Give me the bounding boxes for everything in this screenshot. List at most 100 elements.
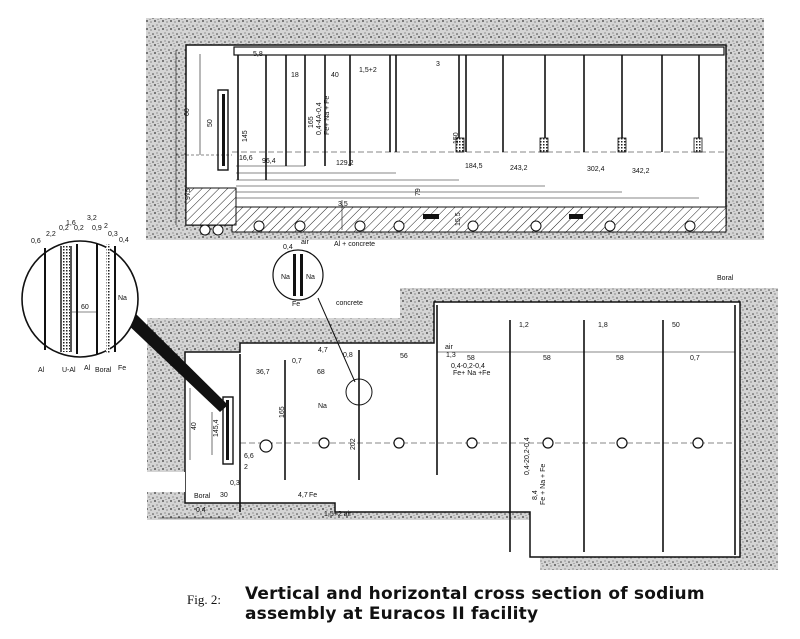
dim-label: 202 — [350, 438, 357, 450]
inset-dim: 2,2 — [46, 231, 56, 238]
detail-circle-marker — [345, 378, 373, 406]
dim-label: 40 — [331, 72, 339, 79]
dim-label: 96,4 — [262, 158, 276, 165]
figure-number: Fig. 2: — [187, 592, 221, 607]
inset-dim: 0,9 — [92, 225, 102, 232]
label: air — [445, 344, 453, 351]
inset-label: Fe — [118, 365, 126, 372]
dim-label: 6,6 — [244, 453, 254, 460]
inset-small-layers — [293, 254, 303, 296]
dim-label: 243,2 — [510, 165, 528, 172]
label: Na — [318, 403, 327, 410]
dim-label: 0,8 — [343, 352, 353, 359]
dim-label: 60 — [184, 108, 191, 116]
dim-label: 342,2 — [632, 168, 650, 175]
dim-label: 0,4-4A-0,4 — [316, 102, 323, 135]
dim-label: 145 — [242, 130, 249, 142]
label: Boral — [717, 275, 734, 282]
plates-bottom — [239, 305, 736, 555]
dim-label: 56 — [400, 353, 408, 360]
base-label: Al + concrete — [334, 241, 375, 248]
dim-label: 36,7 — [256, 369, 270, 376]
top-plate — [233, 46, 725, 56]
figure-caption: Vertical and horizontal cross section of… — [245, 584, 705, 624]
inset-dim: 0,4 — [119, 237, 129, 244]
inset-label: Boral — [95, 367, 112, 374]
dim-label: 129,2 — [336, 160, 354, 167]
dim-label: 18 — [291, 72, 299, 79]
inset-big-layers — [44, 244, 116, 354]
inset-label: Na — [118, 295, 127, 302]
dim-label: 184,5 — [465, 163, 483, 170]
dim-label: 1,8 — [598, 322, 608, 329]
dim-label: 975 — [185, 188, 192, 200]
inset-small: 0,4 air Na Na Fe — [272, 239, 356, 383]
dim-label: 3,5 — [338, 201, 348, 208]
label: Fe + Na + Fe — [540, 464, 547, 505]
cavity-bottom — [184, 301, 741, 558]
inset-small-leader — [317, 297, 356, 383]
rollers-top — [199, 220, 696, 236]
dim-label: 0,7 — [292, 358, 302, 365]
dim-label: 0,7 — [690, 355, 700, 362]
inset-small-circle — [272, 249, 324, 301]
dim-label: 58 — [467, 355, 475, 362]
dim-label: 68 — [317, 369, 325, 376]
fuel-inner-bottom — [226, 400, 229, 460]
dim-label: 50 — [672, 322, 680, 329]
inset-big: 0,6 2,2 0,2 1,6 3,2 0,2 0,9 2 0,3 0,4 60… — [21, 215, 228, 412]
dim-label: 30 — [220, 492, 228, 499]
cavity-notch — [147, 472, 185, 492]
inset-dim: 1,6 — [66, 220, 76, 227]
dim-label: 50 — [207, 119, 214, 127]
dim-label: 0,3 — [230, 480, 240, 487]
dim-label: 145,4 — [213, 419, 220, 437]
inset-dim: 0,2 — [74, 225, 84, 232]
inset-label: U-Al — [62, 367, 76, 374]
dim-label: 40 — [191, 422, 198, 430]
inset-label: Al — [84, 365, 91, 372]
inset-dim: 3,2 — [87, 215, 97, 222]
label: Fe — [309, 492, 317, 499]
base-plate — [185, 187, 237, 226]
inset-label: 0,4 — [283, 244, 293, 251]
inset-label: Al — [38, 367, 45, 374]
dim-label: 15,5 — [455, 212, 462, 226]
inset-label: Na — [306, 274, 315, 281]
inset-dim: 0,3 — [108, 231, 118, 238]
dim-label: 165 — [308, 116, 315, 128]
dim-label: 4,7 — [298, 492, 308, 499]
dim-label: 58 — [543, 355, 551, 362]
dim-label: 16,6 — [239, 155, 253, 162]
dim-label: 1,3 — [446, 352, 456, 359]
dim-label: 302,4 — [587, 166, 605, 173]
dim-label: 5,8 — [253, 51, 263, 58]
inset-dim: 0,6 — [31, 238, 41, 245]
horizontal-section: 0,7 4,7 36,7 68 0,8 56 1,3 58 0,4-0,2-0,… — [147, 275, 778, 570]
dim-label: 2 — [244, 464, 248, 471]
inset-label: Fe — [292, 301, 300, 308]
inset-big-leader — [125, 312, 228, 412]
dim-label: 1,5+2 air — [324, 511, 352, 518]
inset-dim: 0,2 — [59, 225, 69, 232]
dim-label: 150 — [453, 132, 460, 144]
dim-label: 3 — [436, 61, 440, 68]
dim-label: 1,5+2 — [359, 67, 377, 74]
dim-label: 0,4-20,2-0,4 — [524, 437, 531, 475]
source-holes-bottom — [259, 437, 704, 453]
inset-label: Na — [281, 274, 290, 281]
dim-label: Fe+ Na + Fe — [324, 96, 331, 135]
plates-top — [237, 55, 700, 180]
dimension-lines-top — [175, 50, 724, 230]
inset-label: air — [301, 239, 309, 246]
hatched-base — [231, 206, 727, 233]
dim-label: 0,4-0,2-0,4 — [451, 363, 485, 370]
dim-label: 58 — [616, 355, 624, 362]
fuel-inner-top — [222, 94, 225, 166]
dim-label: 8,4 — [532, 490, 539, 500]
dim-label: 165 — [279, 406, 286, 418]
dim-label: 1,2 — [519, 322, 529, 329]
vertical-section: 5,8 1,5+2 3 18 40 60 50 145 165 0,4-4A-0… — [146, 18, 764, 248]
inset-dim: 2 — [104, 223, 108, 230]
